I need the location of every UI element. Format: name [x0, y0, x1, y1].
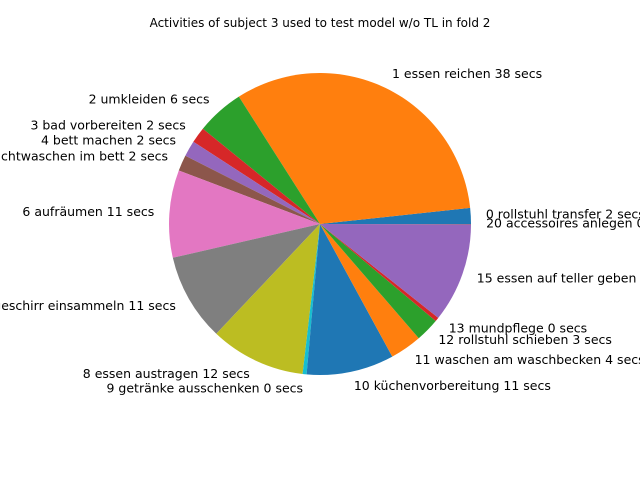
- pie-slice: [320, 224, 419, 357]
- slice-label: 15 essen auf teller geben 12 secs: [477, 270, 640, 285]
- pie-slice: [202, 96, 320, 224]
- pie-slice: [178, 155, 320, 224]
- pie-slice: [306, 224, 393, 376]
- pie-slice: [193, 128, 320, 224]
- slice-label: 4 bett machen 2 secs: [41, 133, 176, 148]
- pie-slice: [320, 224, 436, 339]
- slice-label: 12 rollstuhl schieben 3 secs: [438, 332, 612, 347]
- pie-slice: [185, 141, 320, 224]
- pie-slice: [302, 224, 320, 375]
- slice-label: 7 geschirr einsammeln 11 secs: [0, 298, 176, 313]
- pie-slice: [238, 73, 471, 225]
- pie-slice: [320, 224, 471, 318]
- pie-slice: [172, 224, 320, 334]
- slice-label: 10 küchenvorbereitung 11 secs: [354, 378, 551, 393]
- chart-title: Activities of subject 3 used to test mod…: [150, 16, 491, 30]
- slice-label: 1 essen reichen 38 secs: [392, 66, 542, 81]
- slice-label: 5 gesichtwaschen im bett 2 secs: [0, 148, 168, 163]
- slice-label: 6 aufräumen 11 secs: [22, 204, 154, 219]
- pie-slice: [169, 170, 320, 258]
- slice-label: 9 getränke ausschenken 0 secs: [107, 381, 304, 396]
- pie-slice: [320, 224, 439, 321]
- pie-slice: [320, 207, 471, 224]
- pie-labels: 0 rollstuhl transfer 2 secs 1 essen reich…: [0, 66, 640, 396]
- slice-label: 0 rollstuhl transfer 2 secs: [486, 207, 640, 222]
- slice-label: 3 bad vorbereiten 2 secs: [30, 118, 185, 133]
- slice-label: 20 accessoires anlegen 0 secs: [486, 216, 640, 231]
- pie-slice: [216, 224, 320, 374]
- slice-label: 2 umkleiden 6 secs: [89, 91, 210, 106]
- slice-label: 13 mundpflege 0 secs: [449, 320, 587, 335]
- slice-label: 11 waschen am waschbecken 4 secs: [415, 352, 640, 367]
- slice-label: 8 essen austragen 12 secs: [83, 366, 250, 381]
- pie-slices: [169, 73, 471, 376]
